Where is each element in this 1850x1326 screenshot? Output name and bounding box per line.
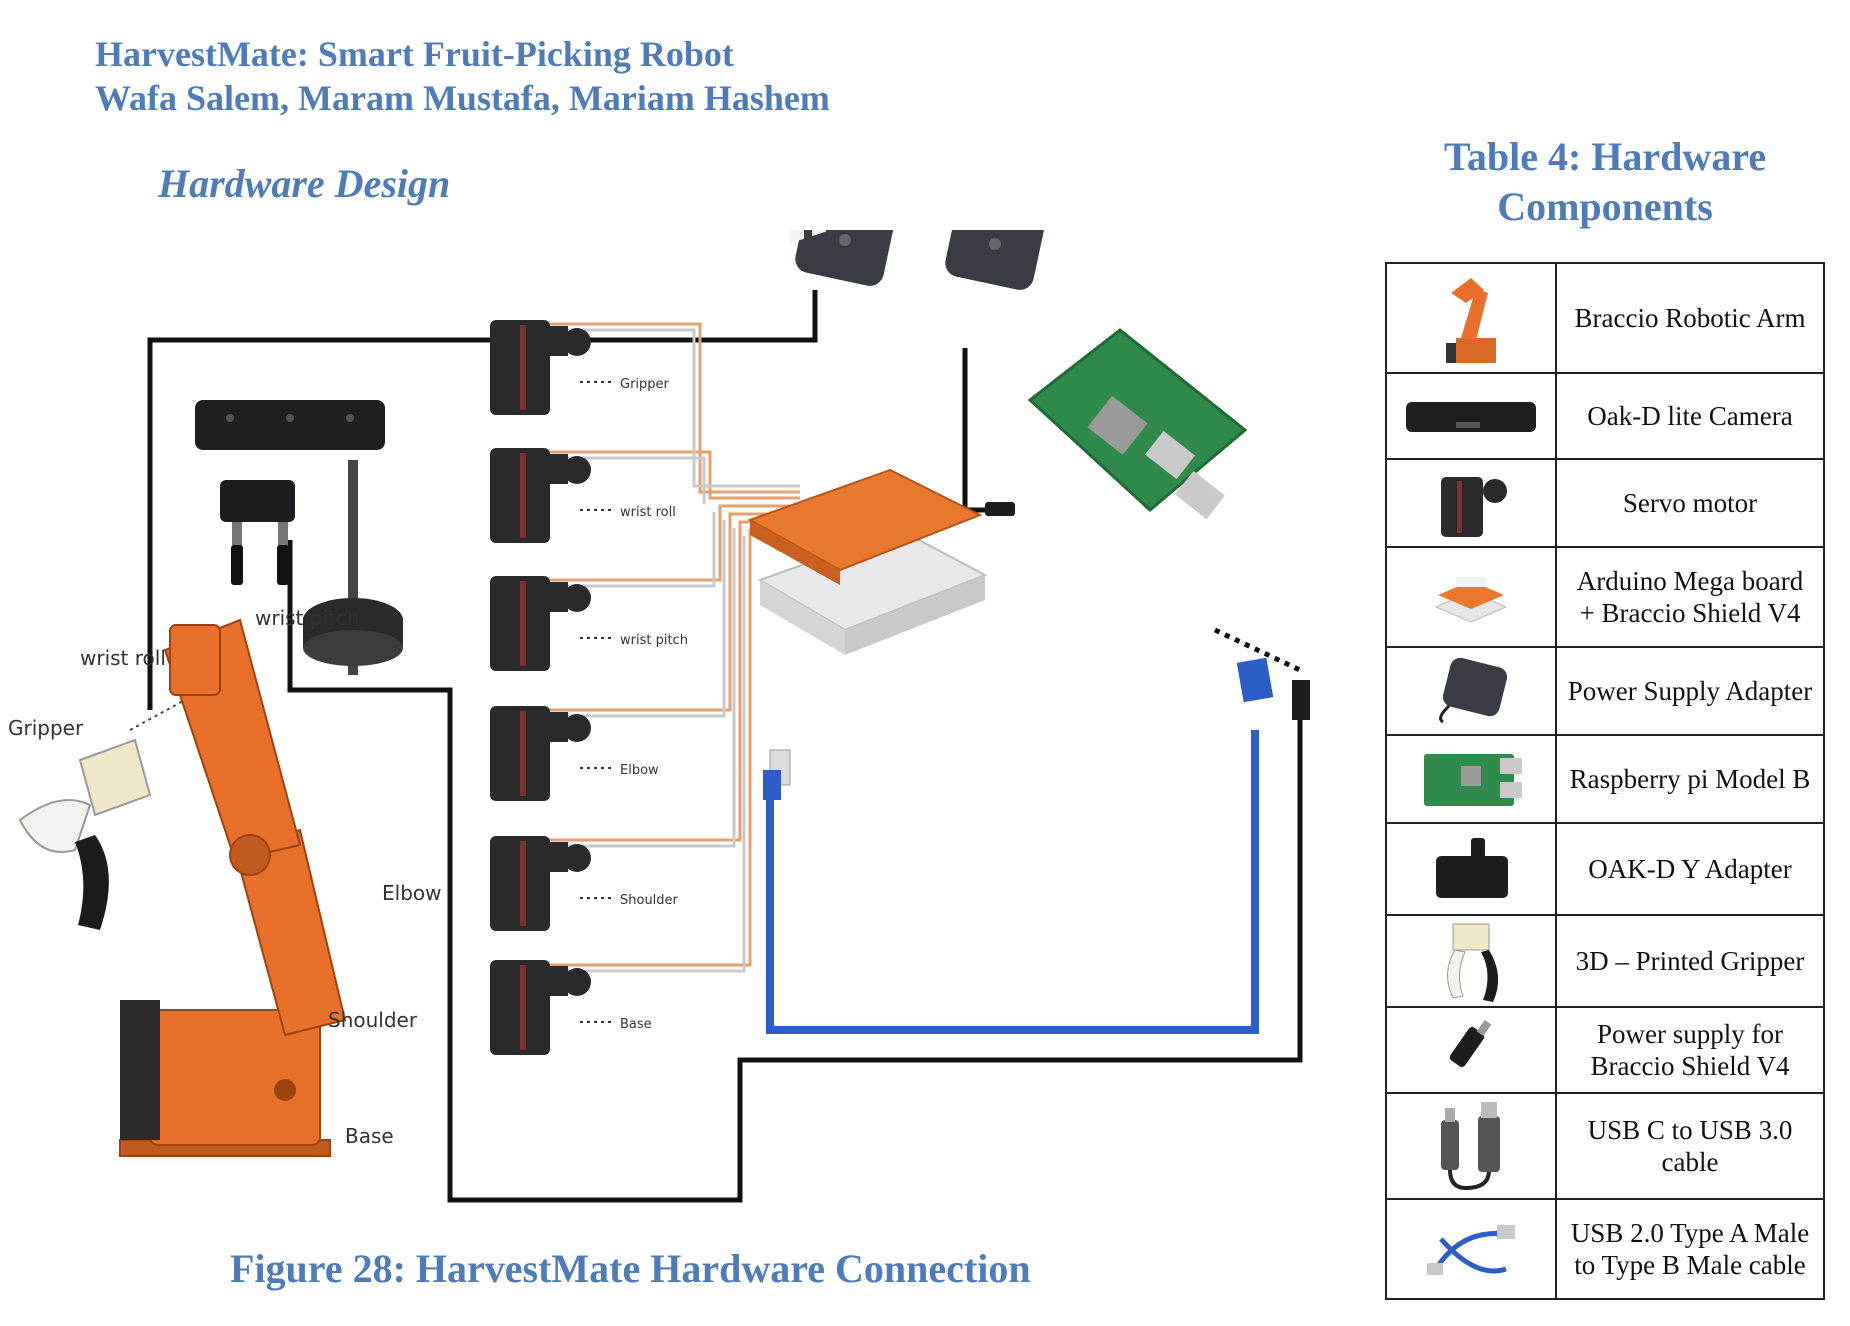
table-cell: Oak-D lite Camera bbox=[1555, 372, 1825, 460]
power-adapter-icon bbox=[1439, 657, 1508, 724]
servo-label-6: Base bbox=[620, 1017, 652, 1032]
authors: Wafa Salem, Maram Mustafa, Mariam Hashem bbox=[95, 78, 830, 118]
dotted-link bbox=[1213, 627, 1302, 673]
power-adapter-2 bbox=[945, 230, 1045, 290]
document-title: HarvestMate: Smart Fruit-Picking Robot bbox=[95, 34, 734, 74]
table-cell: USB 2.0 Type A Male to Type B Male cable bbox=[1555, 1198, 1825, 1300]
hardware-connection-diagram: Gripper wrist roll wrist pitch Elbow Sho… bbox=[8, 230, 1310, 1203]
table-caption: Table 4: Hardware Components bbox=[1443, 134, 1767, 229]
table-row: Power Supply Adapter bbox=[1385, 646, 1825, 736]
table-row: Raspberry pi Model B bbox=[1385, 734, 1825, 824]
servo-icon bbox=[1441, 477, 1507, 537]
usb-ab-cable-icon bbox=[1427, 1225, 1515, 1275]
figure-caption: Figure 28: HarvestMate Hardware Connecti… bbox=[230, 1246, 1031, 1291]
table-cell: 3D – Printed Gripper bbox=[1555, 914, 1825, 1008]
oak-d-camera bbox=[195, 400, 385, 450]
usb-ab-cable bbox=[766, 730, 1259, 1034]
arm-label-elbow: Elbow bbox=[382, 881, 441, 905]
table-cell: Power Supply Adapter bbox=[1555, 646, 1825, 736]
servo-3 bbox=[490, 576, 591, 671]
usb-a-plug bbox=[1236, 657, 1274, 703]
servo-label-4: Elbow bbox=[620, 763, 659, 778]
arduino-with-shield bbox=[747, 230, 988, 786]
3d-printed-gripper bbox=[18, 738, 152, 930]
usb-c-cable-icon bbox=[1441, 1102, 1500, 1191]
usb-c-plug bbox=[1292, 680, 1310, 720]
robotic-arm-icon bbox=[1446, 278, 1496, 363]
braccio-arm bbox=[119, 618, 347, 1157]
section-title: Hardware Design bbox=[158, 161, 451, 206]
table-row: OAK-D Y Adapter bbox=[1385, 822, 1825, 916]
table-row: Servo motor bbox=[1385, 458, 1825, 548]
camera-stand bbox=[303, 460, 403, 675]
table-row: USB C to USB 3.0 cable bbox=[1385, 1092, 1825, 1200]
table-row: Power supply for Braccio Shield V4 bbox=[1385, 1006, 1825, 1094]
servo-6 bbox=[490, 960, 591, 1055]
table-row: 3D – Printed Gripper bbox=[1385, 914, 1825, 1008]
arm-label-gripper: Gripper bbox=[8, 716, 84, 740]
y-adapter-icon bbox=[1436, 838, 1508, 898]
arm-label-wrist-pitch: wrist pitch bbox=[255, 606, 360, 630]
gripper-icon bbox=[1447, 923, 1499, 1002]
table-cell: Braccio Robotic Arm bbox=[1555, 262, 1825, 374]
table-cell: Raspberry pi Model B bbox=[1555, 734, 1825, 824]
table-row: Braccio Robotic Arm bbox=[1385, 262, 1825, 374]
arm-label-wrist-roll: wrist roll bbox=[80, 646, 166, 670]
servo-1 bbox=[490, 320, 591, 415]
dc-plug-icon bbox=[1449, 1019, 1492, 1067]
servo-label-3: wrist pitch bbox=[620, 633, 688, 648]
y-adapter bbox=[220, 480, 295, 585]
table-cell: OAK-D Y Adapter bbox=[1555, 822, 1825, 916]
table-row: Oak-D lite Camera bbox=[1385, 372, 1825, 460]
camera-icon bbox=[1406, 402, 1536, 432]
table-cell: Power supply for Braccio Shield V4 bbox=[1555, 1006, 1825, 1094]
power-adapter-1 bbox=[795, 230, 895, 286]
table-cell: Arduino Mega board + Braccio Shield V4 bbox=[1555, 546, 1825, 648]
servo-5 bbox=[490, 836, 591, 931]
raspberry-pi bbox=[1027, 328, 1248, 520]
arm-label-shoulder: Shoulder bbox=[328, 1008, 418, 1032]
hardware-components-table: Braccio Robotic Arm Oak-D lite Camera Se… bbox=[1385, 262, 1825, 1300]
table-cell: USB C to USB 3.0 cable bbox=[1555, 1092, 1825, 1200]
arm-label-base: Base bbox=[345, 1124, 394, 1148]
dc-plug bbox=[985, 502, 1015, 516]
raspberry-pi-icon bbox=[1424, 754, 1522, 806]
usb-b-plug bbox=[763, 770, 781, 800]
arduino-board-icon bbox=[1434, 577, 1508, 623]
table-row: Arduino Mega board + Braccio Shield V4 bbox=[1385, 546, 1825, 648]
servo-label-5: Shoulder bbox=[620, 893, 679, 908]
servo-motors bbox=[490, 320, 591, 1055]
servo-4 bbox=[490, 706, 591, 801]
servo-label-2: wrist roll bbox=[620, 505, 676, 520]
table-cell: Servo motor bbox=[1555, 458, 1825, 548]
servo-label-1: Gripper bbox=[620, 377, 670, 392]
table-row: USB 2.0 Type A Male to Type B Male cable bbox=[1385, 1198, 1825, 1300]
servo-2 bbox=[490, 448, 591, 543]
